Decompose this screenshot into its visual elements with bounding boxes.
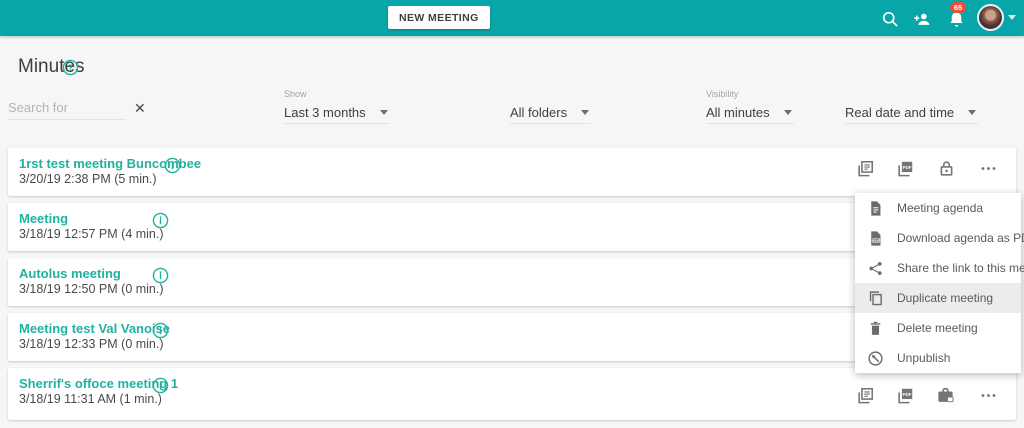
show-select-value: Last 3 months (284, 104, 366, 120)
menu-item-label: Duplicate meeting (897, 291, 994, 305)
download-pdf-icon[interactable]: PDF (896, 159, 915, 178)
svg-text:PDF: PDF (873, 238, 880, 242)
menu-item-download-agenda-pdf[interactable]: PDF Download agenda as PDF (855, 223, 1024, 253)
menu-item-duplicate-meeting[interactable]: Duplicate meeting (855, 283, 1021, 313)
show-label: Show (284, 89, 307, 99)
new-meeting-button[interactable]: NEW MEETING (388, 6, 490, 29)
meeting-row: Meeting test Val Vanoise 3/18/19 12:33 P… (8, 313, 1016, 361)
unpublish-icon (867, 350, 884, 367)
menu-item-share-link[interactable]: Share the link to this meeting (855, 253, 1024, 283)
download-pdf-icon[interactable]: PDF (896, 386, 915, 405)
show-select[interactable]: Last 3 months (284, 101, 390, 124)
share-icon (867, 260, 884, 277)
meeting-row: Meeting 3/18/19 12:57 PM (4 min.) (8, 203, 1016, 251)
bell-icon[interactable] (947, 10, 967, 30)
briefcase-lock-icon[interactable] (936, 386, 955, 405)
date-display-select[interactable]: Real date and time (845, 101, 979, 124)
meeting-datetime: 3/18/19 11:31 AM (1 min.) (19, 392, 162, 406)
meeting-row: 1rst test meeting Buncombee 3/20/19 2:38… (8, 148, 1016, 196)
chevron-down-icon (783, 109, 792, 115)
info-icon[interactable] (152, 212, 169, 229)
meeting-title-link[interactable]: Meeting (19, 211, 69, 226)
trash-icon (867, 320, 884, 337)
info-icon[interactable] (152, 267, 169, 284)
more-icon[interactable] (979, 386, 998, 405)
chevron-down-icon (581, 109, 590, 115)
avatar-caret-down-icon[interactable] (1008, 15, 1016, 20)
chevron-down-icon (379, 109, 388, 115)
info-icon[interactable] (152, 322, 169, 339)
meeting-row: Sherrif's offoce meeting 1 3/18/19 11:31… (8, 368, 1016, 420)
meeting-datetime: 3/18/19 12:57 PM (4 min.) (19, 227, 164, 241)
info-icon[interactable] (164, 157, 181, 174)
top-app-bar: NEW MEETING 65 (0, 0, 1024, 36)
chevron-down-icon (968, 109, 977, 115)
menu-item-label: Delete meeting (897, 321, 978, 335)
date-display-select-value: Real date and time (845, 104, 955, 120)
svg-text:?: ? (68, 63, 73, 73)
menu-item-label: Unpublish (897, 351, 951, 365)
document-icon (867, 200, 884, 217)
clear-search-icon[interactable]: ✕ (134, 100, 146, 116)
meeting-context-menu: Meeting agenda PDF Download agenda as PD… (855, 193, 1024, 373)
visibility-label: Visibility (706, 89, 739, 99)
avatar[interactable] (977, 4, 1004, 31)
search-icon[interactable] (880, 9, 900, 29)
person-add-icon[interactable] (913, 9, 933, 29)
meeting-row: Autolus meeting 3/18/19 12:50 PM (0 min.… (8, 258, 1016, 306)
visibility-select-value: All minutes (706, 104, 770, 120)
menu-item-label: Download agenda as PDF (897, 231, 1024, 245)
svg-text:PDF: PDF (903, 165, 912, 170)
menu-item-delete-meeting[interactable]: Delete meeting (855, 313, 1021, 343)
meeting-title-link[interactable]: 1rst test meeting Buncombee (19, 156, 202, 171)
meeting-datetime: 3/18/19 12:33 PM (0 min.) (19, 337, 164, 351)
copy-icon (867, 290, 884, 307)
svg-text:PDF: PDF (903, 392, 912, 397)
menu-item-label: Share the link to this meeting (897, 261, 1024, 275)
meeting-title-link[interactable]: Sherrif's offoce meeting 1 (19, 376, 179, 391)
menu-item-meeting-agenda[interactable]: Meeting agenda (855, 193, 1021, 223)
help-circle-icon[interactable]: ? (62, 59, 79, 76)
more-icon[interactable] (979, 159, 998, 178)
meeting-agenda-icon[interactable] (856, 159, 875, 178)
search-field (8, 96, 126, 120)
meeting-title-link[interactable]: Meeting test Val Vanoise (19, 321, 170, 336)
meeting-datetime: 3/20/19 2:38 PM (5 min.) (19, 172, 157, 186)
folders-select[interactable]: All folders (510, 101, 592, 124)
notification-badge: 65 (950, 2, 966, 13)
menu-item-unpublish[interactable]: Unpublish (855, 343, 1021, 373)
meeting-title-link[interactable]: Autolus meeting (19, 266, 121, 281)
lock-icon[interactable] (937, 159, 956, 178)
folders-select-value: All folders (510, 104, 568, 120)
meeting-agenda-icon[interactable] (856, 386, 875, 405)
search-input[interactable] (8, 96, 126, 119)
info-icon[interactable] (152, 377, 169, 394)
meeting-datetime: 3/18/19 12:50 PM (0 min.) (19, 282, 164, 296)
menu-item-label: Meeting agenda (897, 201, 984, 215)
pdf-file-icon: PDF (867, 230, 884, 247)
visibility-select[interactable]: All minutes (706, 101, 794, 124)
